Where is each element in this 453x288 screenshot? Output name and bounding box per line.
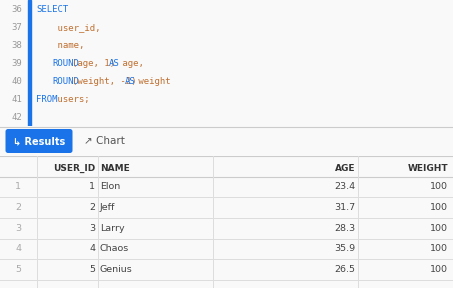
Text: 42: 42 (11, 113, 22, 122)
Text: users;: users; (52, 95, 90, 104)
Text: NAME: NAME (100, 164, 130, 173)
Text: (weight, -2): (weight, -2) (72, 77, 142, 86)
Text: AS: AS (125, 77, 136, 86)
Text: Genius: Genius (100, 265, 133, 274)
Text: 2: 2 (89, 203, 95, 212)
Text: 36: 36 (11, 5, 22, 14)
Text: weight: weight (133, 77, 171, 86)
Text: ROUND: ROUND (52, 77, 79, 86)
Text: FROM: FROM (36, 95, 58, 104)
Text: ↳ Results: ↳ Results (13, 136, 65, 146)
Text: 38: 38 (11, 41, 22, 50)
Text: 100: 100 (430, 203, 448, 212)
Text: 1: 1 (89, 182, 95, 192)
Text: 2: 2 (15, 203, 21, 212)
Text: 5: 5 (89, 265, 95, 274)
Text: 3: 3 (15, 224, 21, 233)
Text: (age, 1): (age, 1) (72, 59, 121, 69)
Text: SELECT: SELECT (36, 5, 68, 14)
Text: WEIGHT: WEIGHT (407, 164, 448, 173)
Text: AS: AS (109, 59, 120, 69)
Text: 31.7: 31.7 (334, 203, 355, 212)
FancyBboxPatch shape (5, 129, 72, 153)
Text: 100: 100 (430, 182, 448, 192)
Text: 37: 37 (11, 23, 22, 32)
Text: name,: name, (36, 41, 84, 50)
Text: Larry: Larry (100, 224, 125, 233)
Text: 39: 39 (11, 59, 22, 69)
Text: Elon: Elon (100, 182, 120, 192)
Text: ROUND: ROUND (52, 59, 79, 69)
Text: age,: age, (117, 59, 144, 69)
Text: 28.3: 28.3 (334, 224, 355, 233)
Text: 26.5: 26.5 (334, 265, 355, 274)
Text: 23.4: 23.4 (334, 182, 355, 192)
Text: 3: 3 (89, 224, 95, 233)
Text: Chaos: Chaos (100, 244, 129, 253)
Text: 4: 4 (89, 244, 95, 253)
Text: 100: 100 (430, 244, 448, 253)
Text: USER_ID: USER_ID (53, 164, 95, 173)
Text: 5: 5 (15, 265, 21, 274)
Text: 4: 4 (15, 244, 21, 253)
Text: 41: 41 (11, 95, 22, 104)
Text: user_id,: user_id, (36, 23, 101, 32)
Text: AGE: AGE (334, 164, 355, 173)
Bar (28, 0, 31, 126)
Text: 35.9: 35.9 (334, 244, 355, 253)
Text: Jeff: Jeff (100, 203, 116, 212)
Text: 100: 100 (430, 224, 448, 233)
Text: 1: 1 (15, 182, 21, 192)
Text: 100: 100 (430, 265, 448, 274)
Text: 40: 40 (11, 77, 22, 86)
Text: ↗ Chart: ↗ Chart (84, 136, 125, 146)
